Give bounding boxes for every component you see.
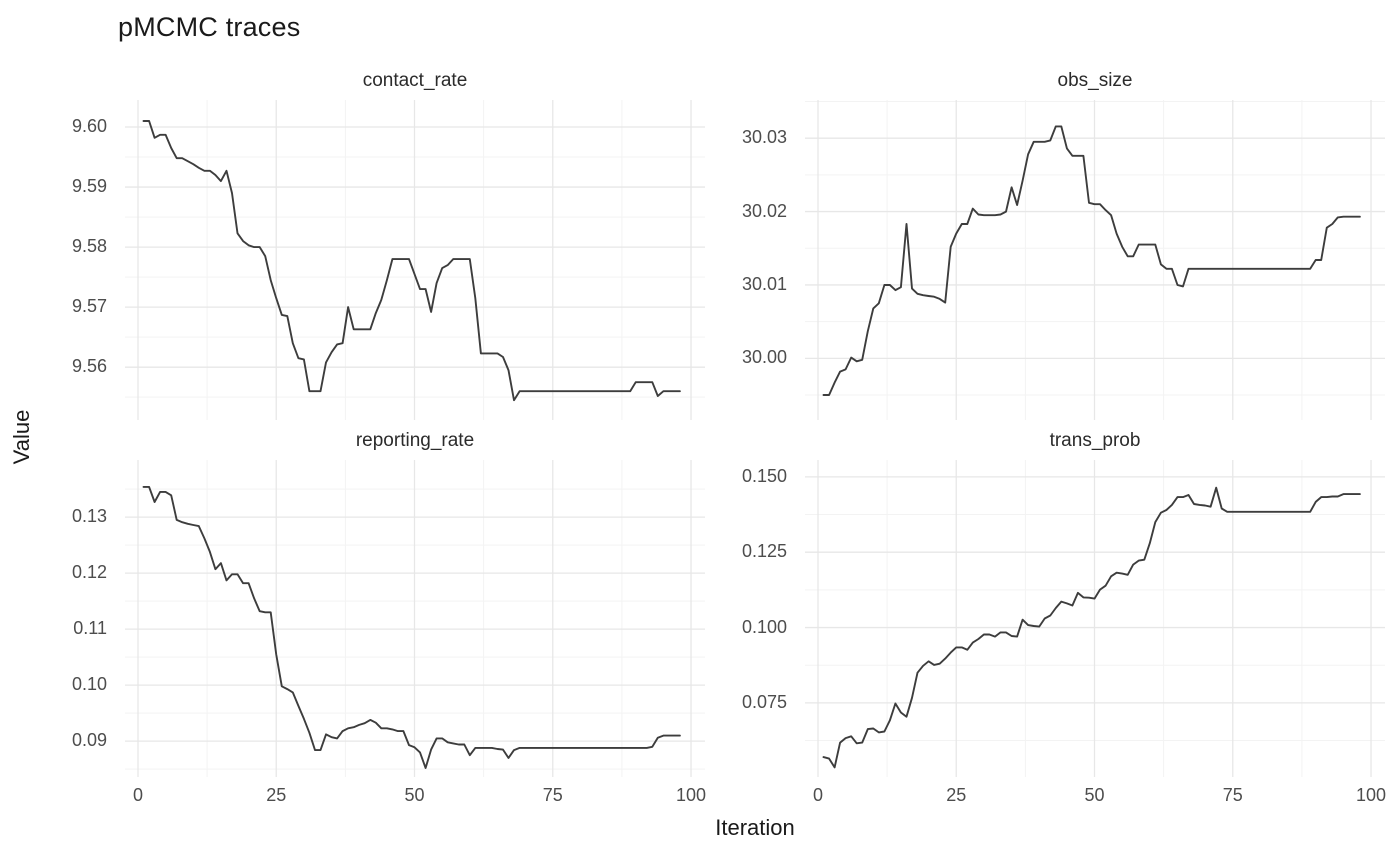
y-axis-labels-reporting-rate: 0.13 0.12 0.11 0.10 0.09 xyxy=(53,460,115,777)
trace-plot-reporting-rate xyxy=(125,460,705,777)
x-tick-label: 50 xyxy=(404,785,425,805)
y-tick-label: 9.59 xyxy=(71,176,107,197)
x-tick-label: 75 xyxy=(1222,785,1243,805)
facet-contact-rate: contact_rate 9.60 9.59 9.58 9.57 9.56 xyxy=(72,70,705,420)
x-tick-label: 50 xyxy=(1084,785,1105,805)
x-tick-label: 25 xyxy=(946,785,967,805)
y-tick-label: 30.01 xyxy=(741,273,787,294)
x-tick-label: 100 xyxy=(675,785,707,805)
facet-title-obs-size: obs_size xyxy=(1057,70,1133,91)
trace-plot-obs-size xyxy=(805,100,1385,420)
facet-obs-size: obs_size 30.03 30.02 30.01 30.00 xyxy=(742,70,1385,420)
facet-trans-prob: trans_prob 0.150 0.125 0.100 0.075 0 25 50 75 1… xyxy=(742,430,1386,805)
y-tick-label: 0.10 xyxy=(71,674,107,695)
trace-plot-contact-rate xyxy=(125,100,705,420)
trace-plot-trans-prob xyxy=(805,460,1385,777)
y-tick-label: 9.57 xyxy=(71,296,107,317)
x-tick-label: 75 xyxy=(542,785,563,805)
facet-reporting-rate: reporting_rate 0.13 0.12 0.11 0.10 0.09 0 25 5… xyxy=(72,430,706,805)
y-tick-label: 9.58 xyxy=(71,236,107,257)
y-tick-label: 30.02 xyxy=(741,200,787,221)
x-axis-title: Iteration xyxy=(715,815,795,840)
y-tick-label: 30.03 xyxy=(741,127,787,148)
y-tick-label: 0.13 xyxy=(71,506,107,527)
facet-title-reporting-rate: reporting_rate xyxy=(355,430,475,451)
x-axis-labels: 0 25 50 75 100 xyxy=(805,785,1387,809)
y-axis-labels-contact-rate: 9.60 9.59 9.58 9.57 9.56 xyxy=(53,100,115,420)
x-tick-label: 100 xyxy=(1355,785,1387,805)
facet-title-contact-rate: contact_rate xyxy=(362,70,468,91)
y-tick-label: 0.075 xyxy=(741,691,787,712)
x-tick-label: 0 xyxy=(812,785,823,805)
y-tick-label: 9.60 xyxy=(71,116,107,137)
y-tick-label: 0.100 xyxy=(741,616,787,637)
y-axis-labels-trans-prob: 0.150 0.125 0.100 0.075 xyxy=(733,460,795,777)
y-tick-label: 9.56 xyxy=(71,356,107,377)
y-axis-title: Value xyxy=(9,409,34,465)
y-axis-labels-obs-size: 30.03 30.02 30.01 30.00 xyxy=(733,100,795,420)
y-tick-label: 0.12 xyxy=(71,562,107,583)
y-tick-label: 0.09 xyxy=(71,730,107,751)
chart-title: pMCMC traces xyxy=(118,12,301,42)
y-tick-label: 0.150 xyxy=(741,465,787,486)
y-tick-label: 30.00 xyxy=(741,347,787,368)
x-tick-label: 25 xyxy=(266,785,287,805)
y-tick-label: 0.125 xyxy=(741,541,787,562)
x-tick-label: 0 xyxy=(132,785,143,805)
y-tick-label: 0.11 xyxy=(73,618,107,639)
facet-title-trans-prob: trans_prob xyxy=(1049,430,1141,451)
x-axis-labels: 0 25 50 75 100 xyxy=(125,785,707,809)
